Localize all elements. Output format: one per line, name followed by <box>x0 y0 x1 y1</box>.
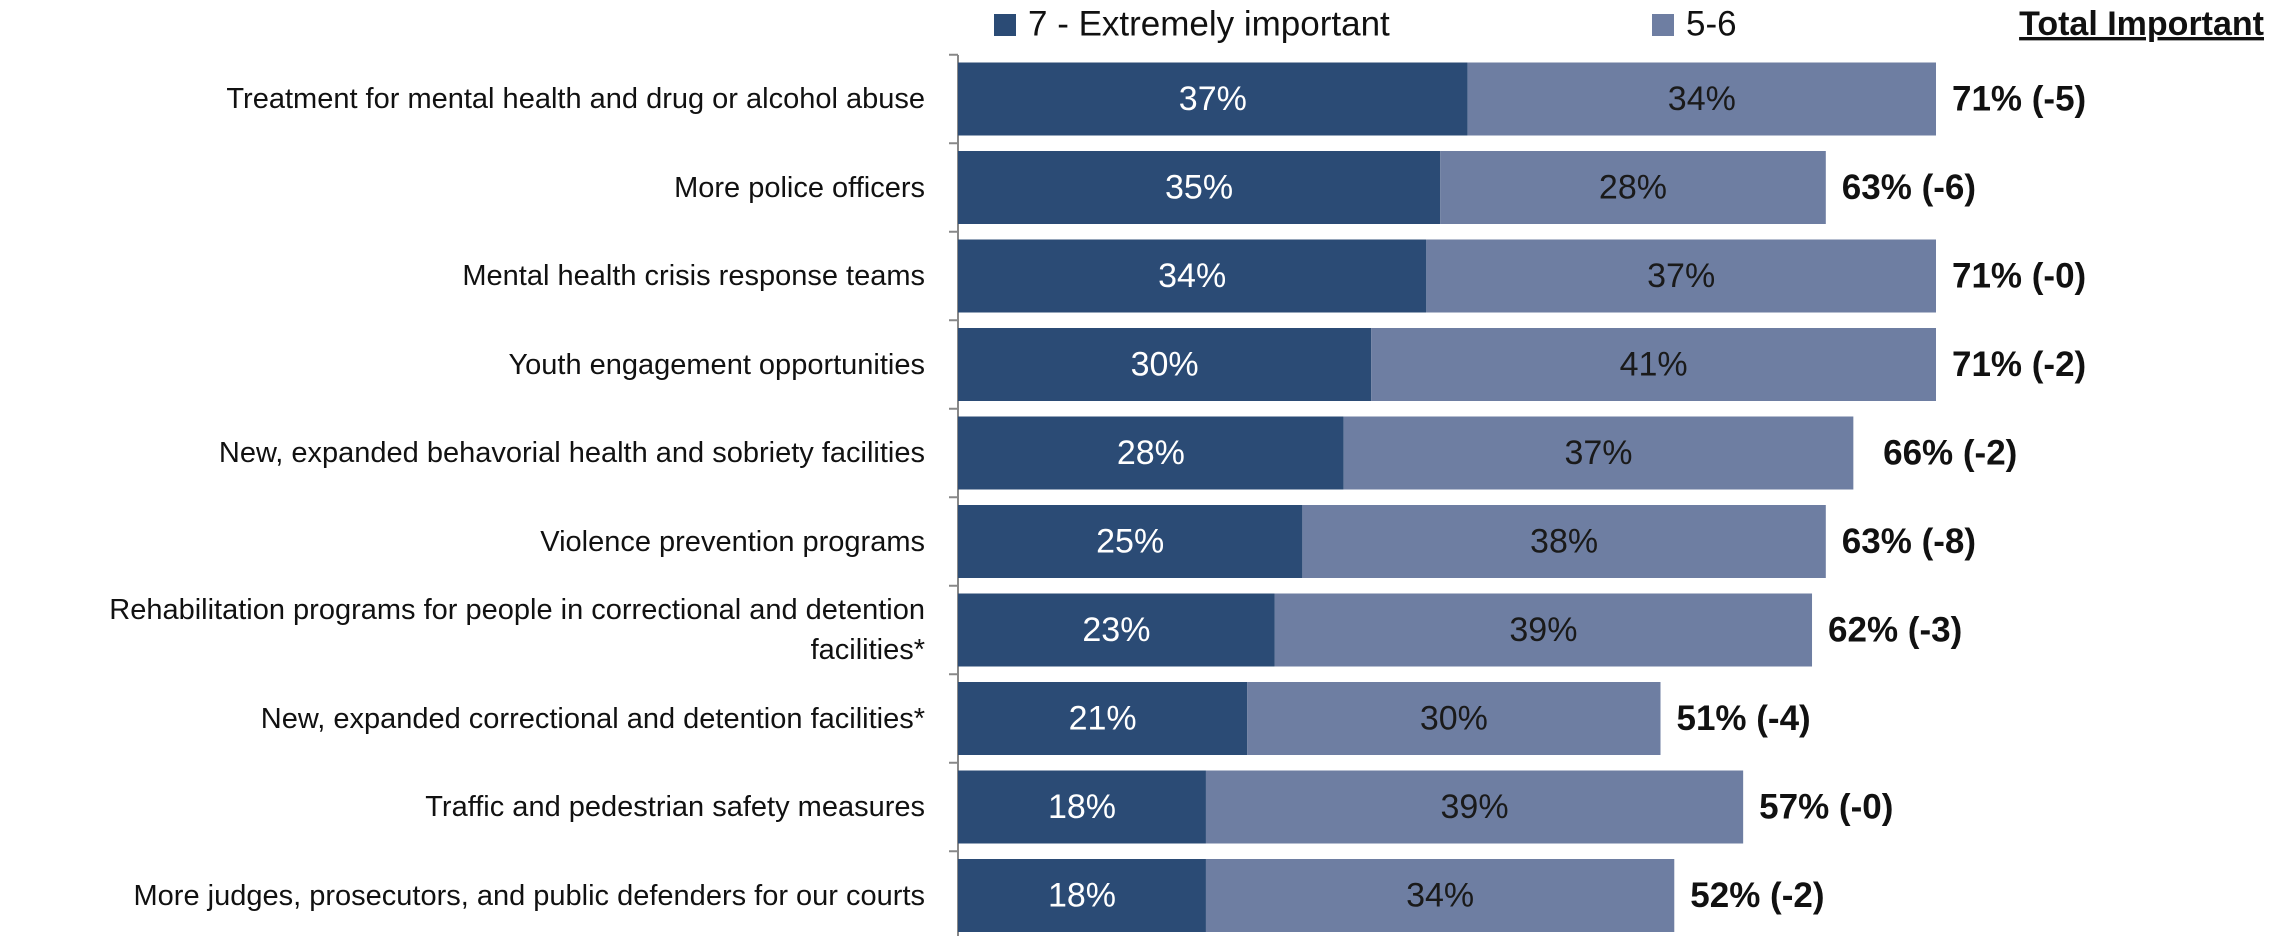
segment-label: 30% <box>1131 345 1199 383</box>
bar-segment <box>958 328 1372 401</box>
segment-label: 35% <box>1165 168 1233 206</box>
segment-label: 39% <box>1441 788 1509 826</box>
segment-label: 34% <box>1406 876 1474 914</box>
bar-segment <box>958 62 1468 136</box>
bar-segment <box>1302 505 1826 578</box>
bar-segment <box>958 682 1248 755</box>
bar-segment <box>1426 239 1936 313</box>
bar-segment <box>958 770 1206 844</box>
segment-label: 18% <box>1048 876 1116 914</box>
bar-segment <box>1343 416 1854 490</box>
bar-segment <box>958 416 1344 490</box>
bar-segment <box>958 505 1303 578</box>
bar-segment <box>1205 770 1744 844</box>
segment-label: 38% <box>1530 522 1598 560</box>
category-label: More judges, prosecutors, and public def… <box>133 879 925 912</box>
segment-label: 18% <box>1048 788 1116 826</box>
segment-label: 25% <box>1096 522 1164 560</box>
legend-label: 7 - Extremely important <box>1028 4 1390 43</box>
segment-label: 34% <box>1668 80 1736 118</box>
total-label: 66% (-2) <box>1883 433 2017 472</box>
bar-segment <box>958 151 1441 224</box>
total-label: 63% (-8) <box>1842 522 1976 561</box>
segment-label: 34% <box>1158 257 1226 295</box>
segment-label: 37% <box>1647 257 1715 295</box>
total-label: 71% (-0) <box>1952 256 2086 295</box>
bar-segment <box>1205 859 1675 932</box>
legend-swatch <box>994 14 1016 36</box>
category-label: Rehabilitation programs for people in co… <box>109 594 925 666</box>
total-label: 71% (-2) <box>1952 345 2086 384</box>
category-label: New, expanded behavorial health and sobr… <box>218 437 925 469</box>
segment-label: 30% <box>1420 699 1488 737</box>
bar-segment <box>958 593 1275 667</box>
legend-swatch <box>1652 14 1674 36</box>
bar-segment <box>958 239 1427 313</box>
total-label: 62% (-3) <box>1828 610 1962 649</box>
segment-label: 39% <box>1509 611 1577 649</box>
total-label: 52% (-2) <box>1690 876 1824 915</box>
total-label: 71% (-5) <box>1952 79 2086 118</box>
totals-header: Total Important <box>2019 5 2264 43</box>
bar-segment <box>1467 62 1936 136</box>
bar-segment <box>1247 682 1661 755</box>
segment-label: 28% <box>1599 168 1667 206</box>
category-label: More police officers <box>674 171 925 204</box>
segment-label: 37% <box>1179 80 1247 118</box>
segment-label: 21% <box>1069 699 1137 737</box>
category-label: Violence prevention programs <box>540 525 925 558</box>
category-label: New, expanded correctional and detention… <box>260 702 925 735</box>
total-label: 57% (-0) <box>1759 787 1893 826</box>
total-label: 51% (-4) <box>1677 699 1811 738</box>
bar-segment <box>1371 328 1936 401</box>
bar-segment <box>1274 593 1813 667</box>
segment-label: 41% <box>1620 345 1688 383</box>
category-label: Youth engagement opportunities <box>508 348 925 381</box>
total-label: 63% (-6) <box>1842 168 1976 207</box>
category-label: Treatment for mental health and drug or … <box>226 83 925 115</box>
category-label: Mental health crisis response teams <box>462 260 925 292</box>
legend-label: 5-6 <box>1686 4 1737 43</box>
segment-label: 28% <box>1117 434 1185 472</box>
bar-segment <box>1440 151 1826 224</box>
segment-label: 37% <box>1564 434 1632 472</box>
segment-label: 23% <box>1082 611 1150 649</box>
bar-segment <box>958 859 1206 932</box>
category-label: Traffic and pedestrian safety measures <box>425 791 925 823</box>
